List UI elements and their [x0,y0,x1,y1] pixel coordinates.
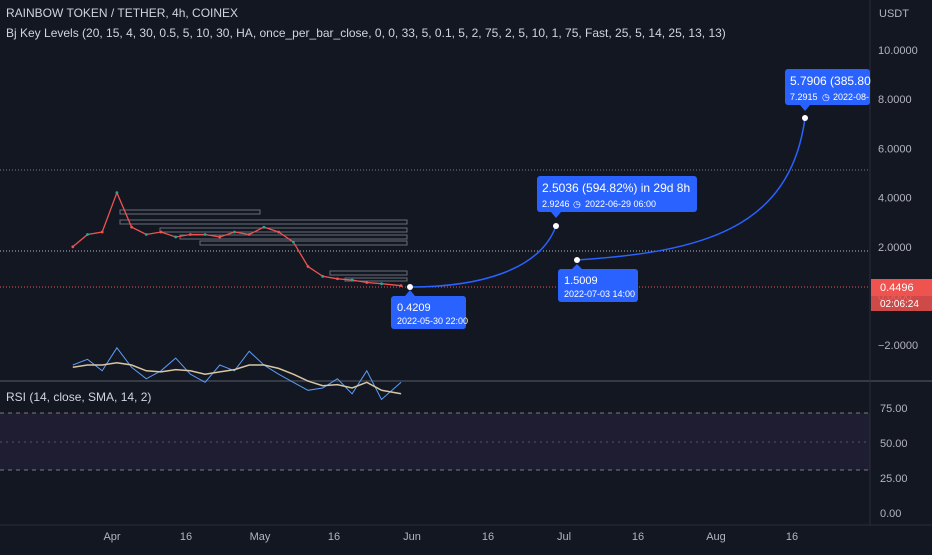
last-price-badge [871,279,932,296]
key-zone-box [119,209,261,215]
label-low2-price: 1.5009 [564,275,598,287]
rsi-series-group [72,346,402,401]
anchor-point[interactable] [574,257,580,263]
price-point [233,230,236,234]
price-point [144,233,148,236]
indicator-legend[interactable]: Bj Key Levels (20, 15, 4, 30, 0.5, 5, 10… [6,26,726,40]
time-tick-label: 16 [482,531,494,543]
price-point [159,230,163,234]
price-point [218,235,222,239]
price-point [321,274,325,278]
label-proj1-price: 2.9246 [542,199,570,209]
price-point [365,281,369,284]
price-point [86,233,89,236]
anchor-point[interactable] [553,223,559,229]
key-zone-box [119,219,408,225]
rsi-legend[interactable]: RSI (14, close, SMA, 14, 2) [6,390,152,404]
projection-curve-2[interactable] [576,117,806,261]
label-proj1-date: 2022-06-29 06:00 [585,199,656,209]
price-tick-label: 2.0000 [878,242,912,254]
price-point [336,277,339,281]
label-low2-date: 2022-07-03 14:00 [564,289,635,299]
countdown-badge [871,296,932,311]
time-tick-label: 16 [328,531,340,543]
time-tick-label: 16 [180,531,192,543]
price-point [277,230,280,234]
time-tick-label: Jun [403,531,421,543]
label-proj1[interactable]: 2.5036 (594.82%) in 29d 8h 2.9246 ◷ 2022… [537,176,697,218]
price-point [71,245,75,249]
label-low[interactable]: 0.4209 2022-05-30 22:00 [391,290,468,329]
time-tick-label: May [250,531,271,543]
price-point [174,235,178,239]
price-tick-label: 10.0000 [878,45,918,57]
rsi-axis-ticks: 75.00 50.00 25.00 0.00 [880,403,908,520]
price-point [380,282,383,286]
price-point [306,265,310,268]
symbol-title[interactable]: RAINBOW TOKEN / TETHER, 4h, COINEX [6,6,239,20]
price-point [203,233,207,236]
label-proj2[interactable]: 5.7906 (385.80 7.2915 ◷ 2022-08- [785,69,871,111]
label-low-price: 0.4209 [397,302,431,314]
key-zone-box [179,234,408,240]
price-point [100,230,104,234]
label-proj1-headline: 2.5036 (594.82%) in 29d 8h [542,181,690,195]
label-proj1-clock-icon: ◷ [573,199,581,209]
last-price-value: 0.4496 [880,282,914,294]
anchor-point[interactable] [407,284,413,290]
price-point [399,284,403,288]
label-low-date: 2022-05-30 22:00 [397,316,468,326]
price-tick-label: 6.0000 [878,143,912,155]
price-point [291,240,295,244]
key-zone-box [199,240,408,246]
time-axis-ticks: Apr 16 May 16 Jun 16 Jul 16 Aug 16 [103,531,798,543]
price-tick-label: 4.0000 [878,193,912,205]
time-tick-label: Jul [557,531,571,543]
label-proj2-headline: 5.7906 (385.80 [790,74,871,88]
time-tick-label: Aug [706,531,726,543]
key-zone-box [159,227,408,233]
time-tick-label: Apr [103,531,120,543]
price-point [189,233,192,236]
rsi-line[interactable] [72,346,402,401]
label-proj2-date: 2022-08- [833,92,869,102]
rsi-tick-label: 50.00 [880,438,908,450]
key-zone-box [329,270,408,276]
price-tick-label: 8.0000 [878,94,912,106]
price-tick-label: −2.0000 [878,340,918,352]
price-point [115,191,119,195]
price-point [262,225,266,229]
label-low2[interactable]: 1.5009 2022-07-03 14:00 [558,264,638,302]
projection-curve-1[interactable] [409,225,557,288]
label-proj2-price: 7.2915 [790,92,818,102]
anchor-point[interactable] [802,115,808,121]
price-point [350,278,354,282]
time-tick-label: 16 [786,531,798,543]
price-point [247,233,251,236]
rsi-sma-line[interactable] [72,361,402,395]
countdown-value: 02:06:24 [880,299,919,310]
rsi-tick-label: 0.00 [880,508,901,520]
time-tick-label: 16 [632,531,644,543]
label-proj2-clock-icon: ◷ [822,92,830,102]
rsi-tick-label: 25.00 [880,473,908,485]
price-series-group [71,190,403,288]
price-point [130,225,134,229]
price-axis-currency: USDT [879,8,909,20]
rsi-tick-label: 75.00 [880,403,908,415]
